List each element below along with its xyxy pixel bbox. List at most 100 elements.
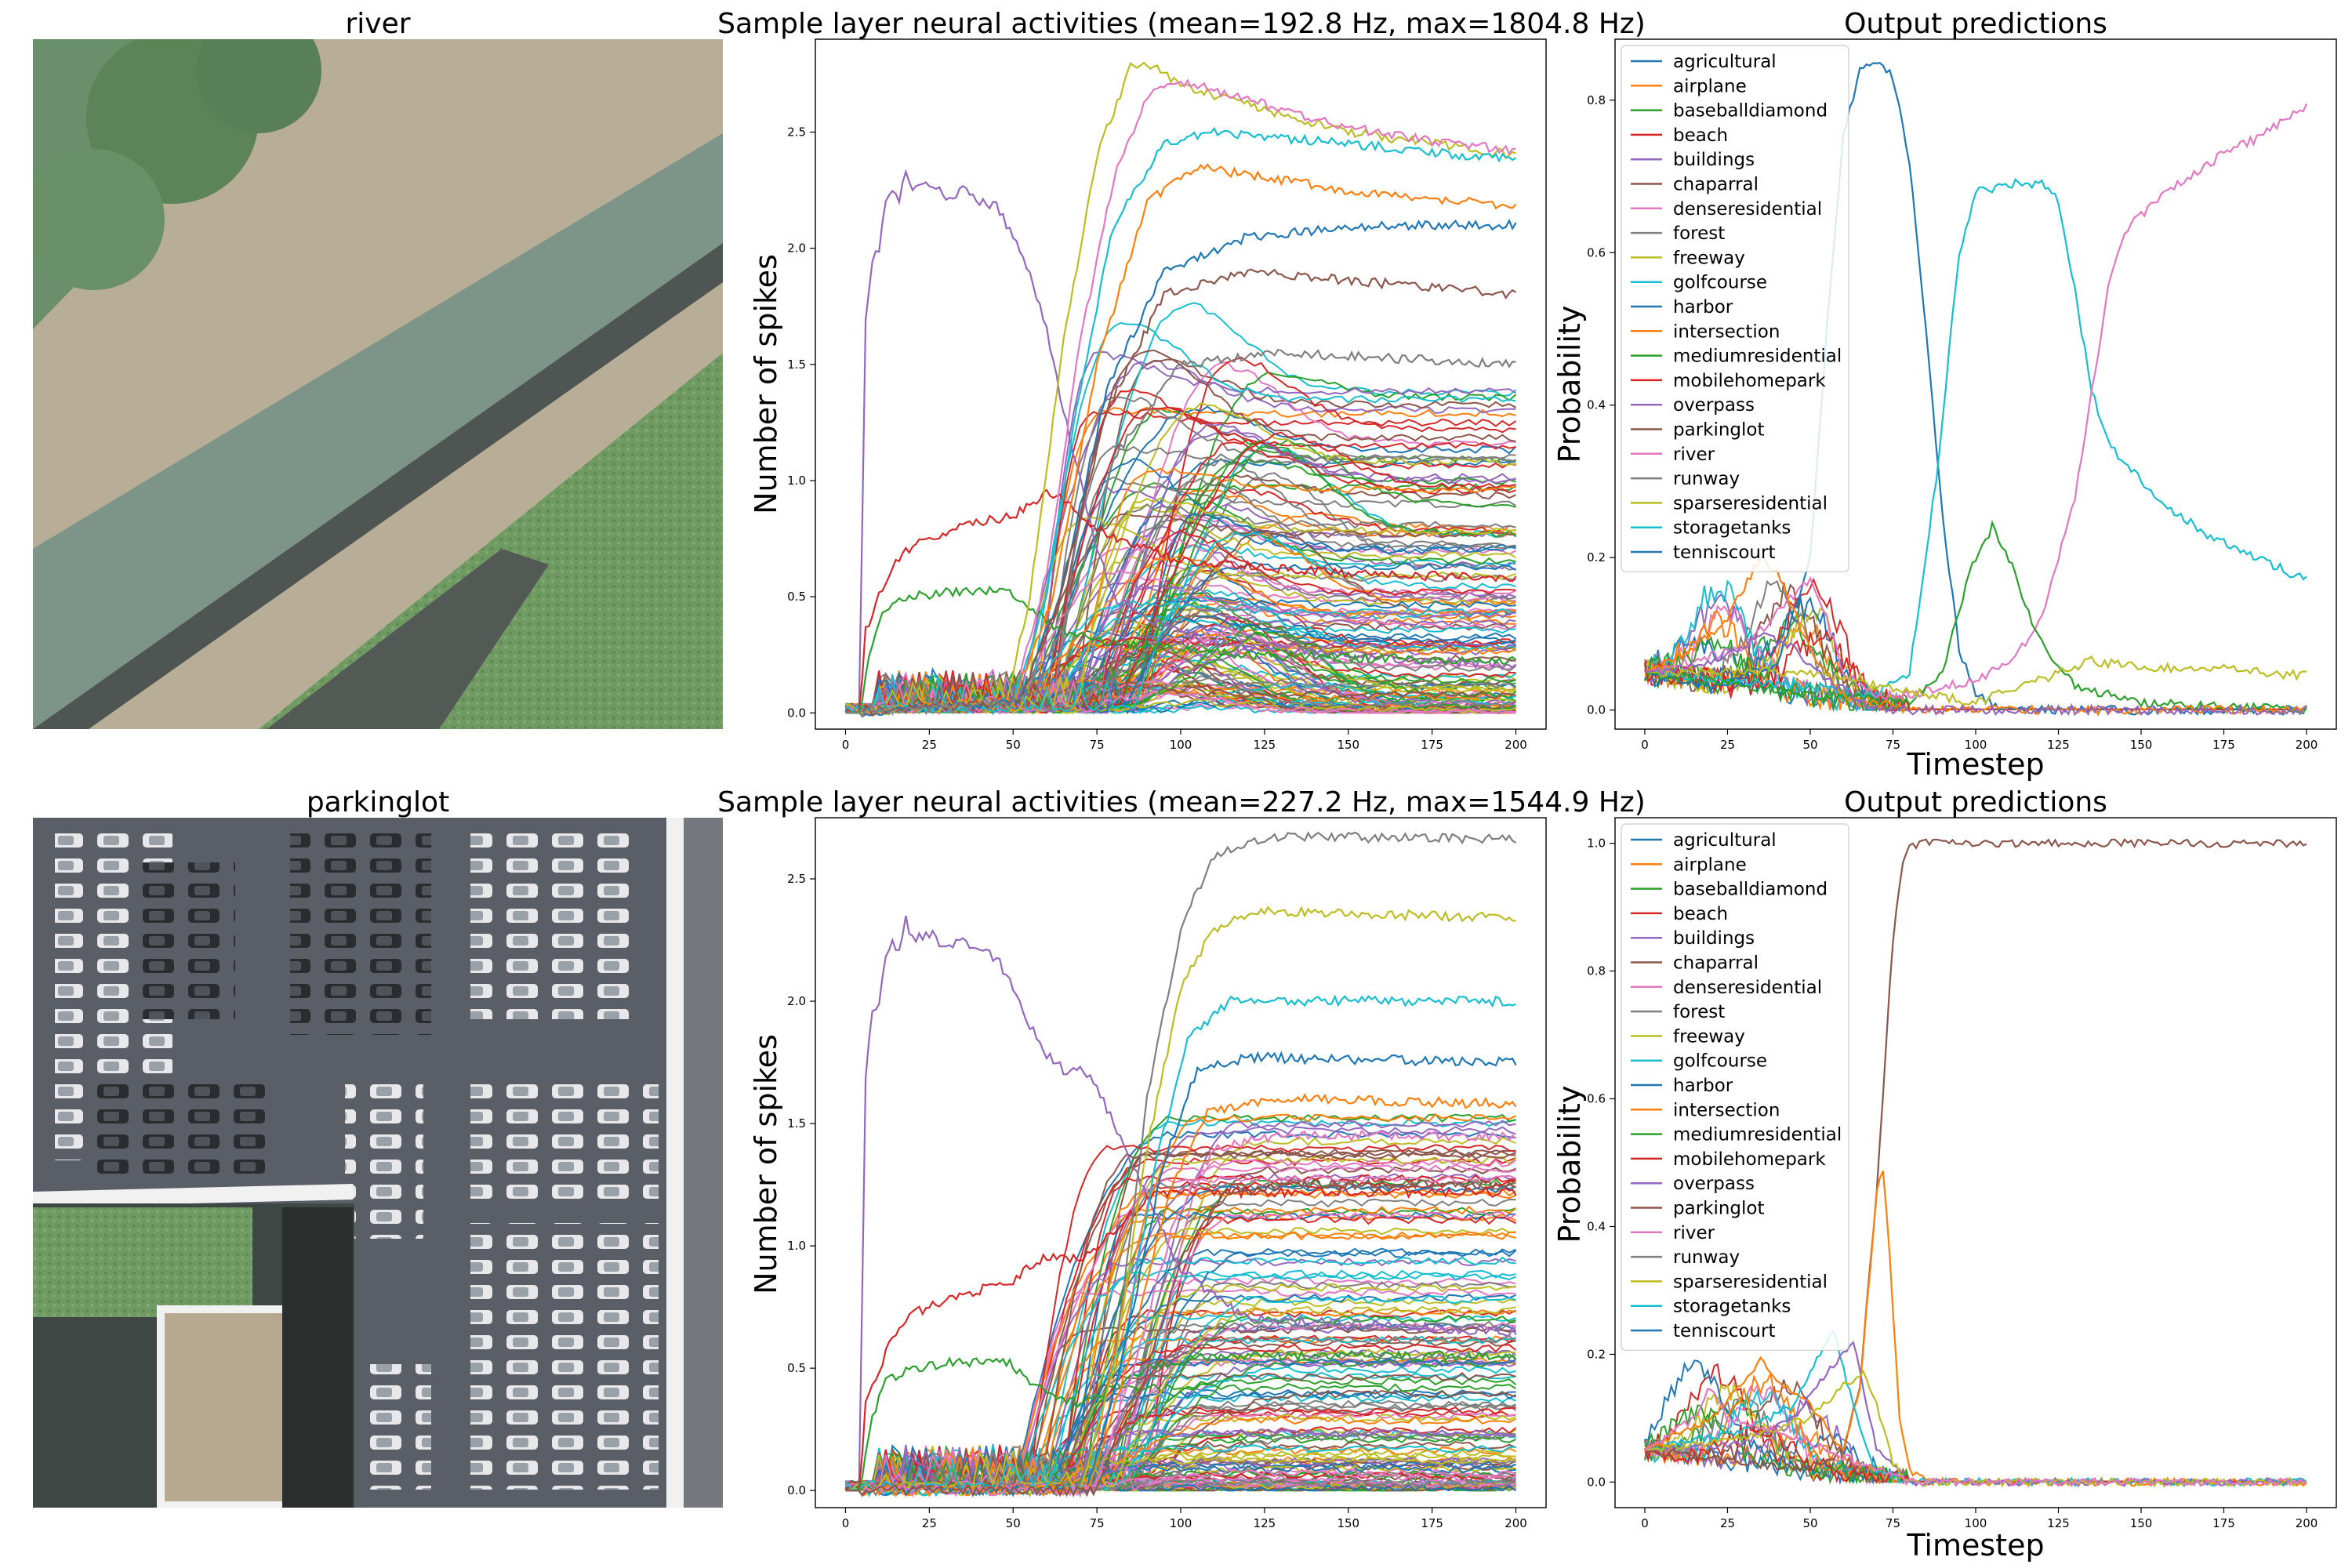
activity-title-parkinglot: Sample layer neural activities (mean=227… [717,786,1646,818]
legend-label: freeway [1673,1026,1745,1047]
neuron-trace [844,1452,1516,1492]
series-intersection [1644,556,2307,717]
legend-label: golfcourse [1673,1051,1767,1072]
x-tick-label: 150 [1337,738,1359,752]
neuron-trace [844,531,1516,715]
x-tick-label: 200 [1504,738,1527,752]
x-tick-label: 100 [1170,738,1192,752]
series-mediumresidential [1644,520,2308,715]
series-neuron-gray [845,348,1516,718]
x-tick-label: 75 [1090,1516,1105,1530]
legend-label: parkinglot [1673,420,1765,441]
legend-label: denseresidential [1673,199,1822,220]
prediction-xlabel-river: Timestep [1906,747,2044,782]
x-tick-label: 50 [1006,1516,1021,1530]
x-tick-label: 175 [2212,738,2235,752]
series-harbor [1644,62,2307,717]
neuron-trace [845,1358,1516,1493]
legend-label: beach [1673,125,1728,146]
x-tick-label: 0 [842,738,850,752]
x-tick-label: 0 [842,1516,850,1530]
legend-box [1621,823,1849,1351]
class-trace [1644,579,2307,712]
x-tick-label: 100 [1170,1516,1192,1530]
x-tick-label: 25 [1720,738,1735,752]
x-tick-label: 150 [2130,738,2153,752]
legend-label: airplane [1673,855,1747,875]
x-tick-label: 50 [1802,738,1817,752]
x-tick-label: 200 [2296,738,2318,752]
prediction-ylabel-parkinglot: Probability [1552,1086,1587,1243]
y-tick-label: 0.4 [1587,1219,1606,1233]
legend-label: tenniscourt [1673,1321,1775,1341]
legend-label: runway [1673,469,1740,489]
legend-label: baseballdiamond [1673,880,1828,900]
y-tick-label: 0.6 [1587,1092,1606,1106]
legend-label: airplane [1673,76,1747,96]
y-tick-label: 0.8 [1587,93,1606,107]
x-tick-label: 0 [1641,738,1649,752]
y-tick-label: 0.8 [1587,964,1606,978]
y-tick-label: 0.5 [787,1361,806,1375]
class-trace [1644,622,2307,713]
y-tick-label: 0.5 [787,590,806,604]
x-tick-label: 125 [1254,1516,1276,1530]
plot-lines [844,61,1517,718]
x-tick-label: 150 [2130,1516,2153,1530]
legend-label: denseresidential [1673,978,1822,998]
y-tick-label: 0.0 [787,1483,806,1497]
legend-label: intersection [1673,321,1780,342]
x-tick-label: 125 [1254,738,1276,752]
y-tick-label: 1.0 [1587,837,1606,851]
plot-lines [1644,62,2308,717]
y-tick-label: 2.0 [787,994,806,1008]
x-tick-label: 25 [922,738,937,752]
series-neuron-red [845,1185,1517,1492]
y-tick-label: 0.6 [1587,245,1606,260]
legend-label: agricultural [1673,52,1777,72]
x-tick-label: 125 [2047,1516,2070,1530]
x-tick-label: 75 [1090,738,1105,752]
legend-label: harbor [1673,297,1733,318]
legend-label: chaparral [1673,953,1759,974]
x-tick-label: 100 [1965,1516,1987,1530]
legend-label: river [1673,445,1715,465]
series-golfcourse [1644,178,2307,699]
neuron-trace [845,1294,1516,1492]
river-aerial-image [33,39,723,729]
y-tick-label: 2.5 [787,125,806,140]
legend-box [1621,45,1849,572]
x-tick-label: 0 [1641,1516,1649,1530]
legend-label: mediumresidential [1673,1125,1842,1145]
prediction-title-river: Output predictions [1844,8,2107,40]
legend-label: harbor [1673,1076,1733,1096]
x-tick-label: 200 [2296,1516,2318,1530]
activity-ylabel-parkinglot: Number of spikes [749,1034,783,1294]
y-tick-label: 0.0 [787,706,806,720]
y-tick-label: 0.0 [1587,1475,1606,1489]
activity-ylabel-river: Number of spikes [749,254,783,514]
legend-label: forest [1673,1002,1725,1022]
class-trace [1644,1381,2307,1485]
legend-label: sparseresidential [1673,1272,1828,1292]
x-tick-label: 100 [1965,738,1987,752]
prediction-title-parkinglot: Output predictions [1844,786,2107,818]
series-neuron-green [845,1349,1517,1492]
legend-label: mobilehomepark [1673,371,1826,391]
legend-label: overpass [1673,395,1755,416]
series-neuron-cyan [845,126,1517,718]
y-tick-label: 0.4 [1587,398,1606,412]
legend-label: parkinglot [1673,1199,1765,1219]
neuron-trace [844,1343,1517,1492]
prediction-chart-river: 0 25 50 75 100 125 150 175 200 0.0 0.2 0.4 0.6 0.8 agr… [1587,38,2337,752]
y-tick-label: 1.0 [787,1239,806,1253]
prediction-xlabel-parkinglot: Timestep [1906,1528,2044,1563]
series-neuron-purple [845,915,1517,1492]
series-neuron-pink [845,78,1516,718]
series-neuron-red [845,488,1517,714]
series-river [1644,103,2308,701]
legend-label: sparseresidential [1673,493,1828,514]
activity-title-river: Sample layer neural activities (mean=192… [717,8,1646,40]
x-tick-label: 25 [922,1516,937,1530]
prediction-ylabel-river: Probability [1552,306,1587,463]
